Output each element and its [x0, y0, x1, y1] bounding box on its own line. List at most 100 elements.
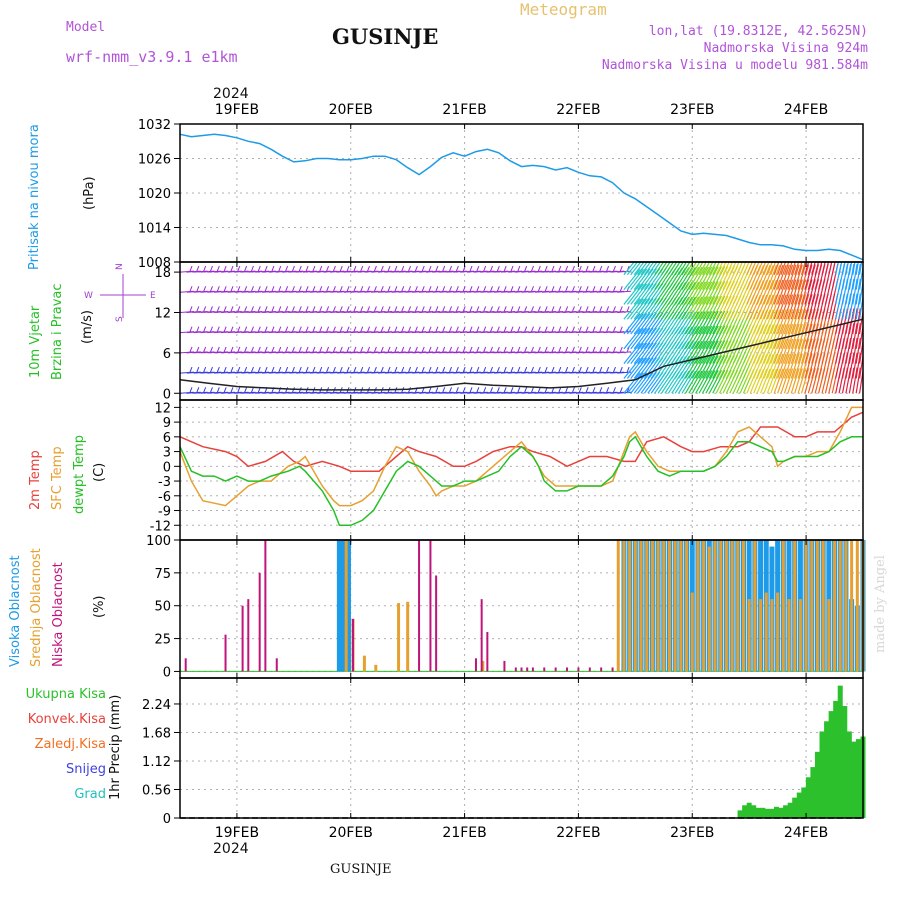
- wind-barb-flag: [606, 326, 610, 332]
- wind-barb-flag: [544, 366, 548, 373]
- wind-barb-flag: [421, 366, 425, 373]
- cloud-mid-bar: [810, 540, 814, 672]
- wind-barb-flag: [305, 346, 309, 353]
- wind-barb-flag: [510, 326, 514, 332]
- wind-barb-flag: [606, 265, 610, 272]
- wind-barb-flag: [196, 387, 200, 393]
- model-label: Model: [66, 20, 106, 35]
- bottom-day-label: 20FEB: [329, 825, 373, 841]
- wind-barb-flag: [483, 306, 487, 312]
- precip-total-bar: [833, 700, 839, 818]
- wind-barb-flag: [565, 326, 569, 332]
- wind-barb: [759, 294, 771, 320]
- wind-barb: [705, 355, 719, 379]
- wind-barb-flag: [251, 366, 254, 373]
- wind-barb-flag: [599, 346, 603, 353]
- wind-barb-flag: [346, 346, 350, 353]
- wind-barb-flag: [606, 387, 610, 393]
- wind-barb-flag: [572, 265, 575, 272]
- wind-barb: [630, 298, 648, 320]
- wind-barb: [759, 354, 771, 379]
- wind-barb-flag: [298, 265, 302, 272]
- wind-barb: [623, 357, 641, 379]
- wind-barb-flag: [455, 366, 459, 373]
- wind-barb: [790, 338, 800, 364]
- wind-barb-flag: [305, 265, 309, 272]
- wind-barb-flag: [339, 326, 343, 332]
- wind-barb-flag: [326, 346, 330, 353]
- wind-barb-flag: [612, 265, 616, 272]
- wind-barb: [695, 262, 704, 276]
- wind-barb-flag: [606, 306, 610, 312]
- wind-barb: [794, 323, 803, 350]
- wind-barb-flag: [298, 306, 302, 312]
- wind-barb-flag: [394, 326, 398, 332]
- wind-barb-flag: [421, 286, 425, 292]
- wind-barb-flag: [612, 306, 616, 312]
- wind-barb-flag: [442, 306, 446, 312]
- wind-barb: [770, 368, 781, 394]
- precip-total-bar: [846, 731, 852, 818]
- wind-barb-flag: [203, 286, 207, 292]
- wind-barb-flag: [435, 326, 439, 332]
- wind-barb: [773, 353, 784, 379]
- wind-barb: [790, 294, 800, 320]
- wind-barb-flag: [428, 387, 432, 393]
- wind-barb-flag: [271, 306, 275, 312]
- wind-barb: [787, 294, 797, 320]
- wind-barb: [684, 370, 700, 394]
- wind-barb: [715, 295, 729, 320]
- bottom-day-label: 22FEB: [556, 825, 600, 841]
- wind-barb: [756, 339, 768, 364]
- cloud-low-bar: [566, 667, 569, 672]
- precip-total-bar: [783, 805, 789, 818]
- wind-barb: [674, 326, 690, 350]
- wind-barb: [688, 355, 703, 379]
- wind-barb-flag: [387, 326, 391, 332]
- wind-barb: [852, 262, 856, 275]
- wind-barb: [800, 294, 810, 320]
- wind-barb-flag: [230, 306, 234, 312]
- wind-barb: [848, 263, 855, 290]
- wind-barb-flag: [442, 286, 446, 292]
- wind-barb: [671, 296, 687, 320]
- top-day-label: 19FEB: [215, 102, 259, 118]
- wind-barb-flag: [428, 366, 432, 373]
- wind-barb: [746, 262, 753, 276]
- wind-barb: [691, 266, 706, 290]
- wind-barb-flag: [251, 387, 254, 393]
- wind-barb-flag: [531, 286, 534, 292]
- wind-barb: [848, 278, 855, 305]
- wind-barb-flag: [353, 346, 357, 353]
- wind-barb-flag: [455, 346, 459, 353]
- wind-barb: [807, 293, 816, 320]
- made-by-watermark: made by Angel: [873, 555, 888, 653]
- wind-barb: [626, 298, 644, 320]
- footer-station: GUSINJE: [330, 862, 392, 877]
- wind-barb-flag: [196, 306, 200, 312]
- precip-total-bar: [842, 706, 848, 818]
- wind-barb-flag: [421, 306, 425, 312]
- wind-barb: [725, 262, 734, 276]
- wind-barb: [701, 325, 716, 350]
- y-tick-label: -6: [158, 490, 171, 505]
- wind-barb-flag: [223, 326, 227, 332]
- wind-barb: [770, 309, 781, 335]
- wind-barb-flag: [319, 366, 323, 373]
- y-tick-label: 18: [154, 266, 171, 281]
- wind-barb-flag: [421, 265, 425, 272]
- wind-barb: [678, 281, 693, 305]
- wind-barb-flag: [312, 306, 316, 312]
- wind-barb-flag: [606, 366, 610, 373]
- wind-barb-flag: [196, 265, 200, 272]
- wind-barb: [845, 367, 852, 394]
- wind-barb: [701, 370, 716, 394]
- wind-barb: [742, 262, 750, 276]
- wind-compass: N S W E: [84, 263, 156, 322]
- wind-barb-flag: [257, 326, 261, 332]
- wind-barb-flag: [203, 265, 207, 272]
- wind-barb: [691, 370, 706, 394]
- wind-barb-flag: [435, 387, 439, 393]
- wind-barb: [695, 370, 709, 394]
- wind-barb-flag: [230, 366, 234, 373]
